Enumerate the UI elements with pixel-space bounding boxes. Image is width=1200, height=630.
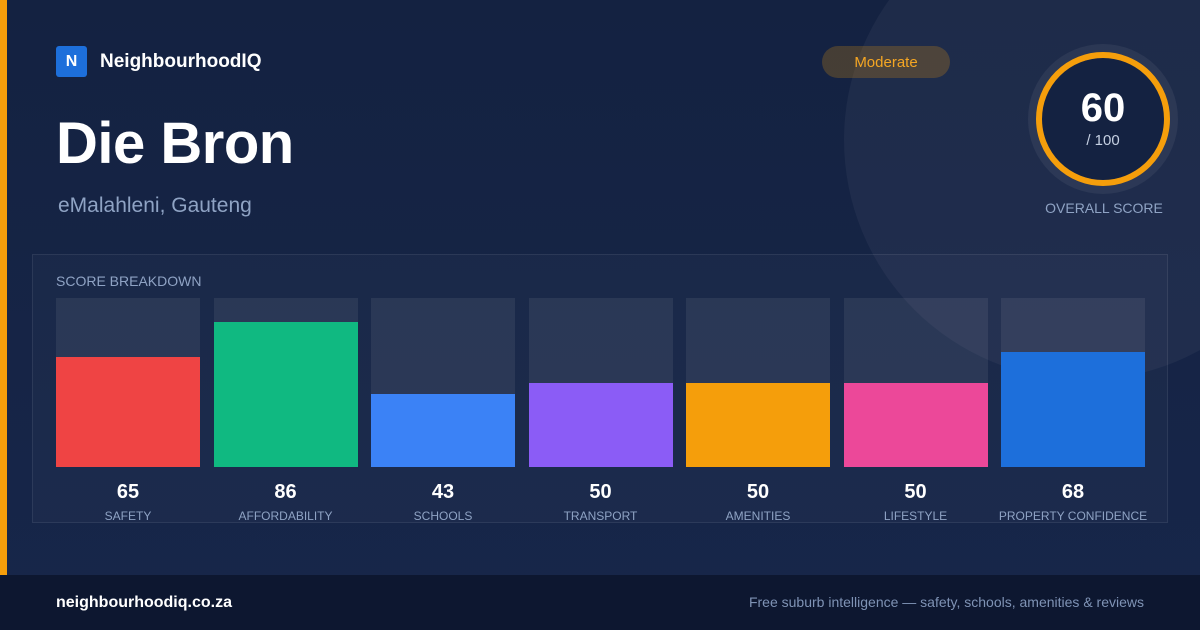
score-ring-arc <box>1036 52 1170 186</box>
bar-fill <box>843 382 988 467</box>
bar-category-label: AMENITIES <box>725 509 791 523</box>
brand-logo-icon: N <box>56 46 87 77</box>
bar-column-lifestyle: 50 LIFESTYLE <box>843 298 988 523</box>
bar-fill <box>1001 352 1145 467</box>
bar-category-label: LIFESTYLE <box>883 509 948 523</box>
bar-track <box>213 298 358 467</box>
bar-fill <box>56 357 200 467</box>
bar-category-label: TRANSPORT <box>563 509 638 523</box>
bar-column-affordability: 86 AFFORDABILITY <box>213 298 358 523</box>
bar-value-label: 50 <box>746 481 770 503</box>
bar-track <box>843 298 988 467</box>
score-breakdown-panel: SCORE BREAKDOWN 65 SAFETY 86 AFFORDABILITY 4… <box>32 254 1168 523</box>
bar-value-label: 65 <box>116 481 140 503</box>
bar-category-label: SAFETY <box>104 509 152 523</box>
bar-track <box>371 298 515 467</box>
bar-fill <box>686 382 830 467</box>
overall-score-label: OVERALL SCORE <box>1045 200 1163 216</box>
bar-column-transport: 50 TRANSPORT <box>528 298 673 523</box>
bar-value-label: 68 <box>1061 481 1085 503</box>
accent-stripe <box>0 0 7 575</box>
bar-category-label: AFFORDABILITY <box>238 509 333 523</box>
bar-column-schools: 43 SCHOOLS <box>371 298 515 523</box>
bar-track <box>686 298 830 467</box>
bar-column-property-confidence: 68 PROPERTY CONFIDENCE <box>999 298 1147 523</box>
bar-fill <box>528 382 673 467</box>
brand-name: NeighbourhoodIQ <box>100 50 262 72</box>
suburb-title: Die Bron <box>56 111 294 176</box>
bar-category-label: PROPERTY CONFIDENCE <box>998 509 1148 523</box>
overall-score-denominator: / 100 <box>1086 132 1120 149</box>
bar-column-amenities: 50 AMENITIES <box>686 298 830 523</box>
bar-category-label: SCHOOLS <box>413 509 473 523</box>
brand[interactable]: N NeighbourhoodIQ <box>56 46 261 77</box>
bar-value-label: 43 <box>431 481 455 503</box>
bar-track <box>56 298 200 467</box>
bar-column-safety: 65 SAFETY <box>56 298 200 523</box>
overall-score-value: 60 <box>1080 86 1126 130</box>
footer-tagline: Free suburb intelligence — safety, schoo… <box>748 594 1144 610</box>
footer-url[interactable]: neighbourhoodiq.co.za <box>56 594 232 611</box>
breakdown-title: SCORE BREAKDOWN <box>56 273 202 289</box>
rating-badge: Moderate <box>822 46 950 78</box>
suburb-location: eMalahleni, Gauteng <box>58 194 252 217</box>
bar-fill <box>371 394 515 467</box>
bar-value-label: 86 <box>274 481 297 503</box>
score-ring-graphic <box>1036 52 1170 186</box>
bar-value-label: 50 <box>589 481 612 503</box>
bar-track <box>528 298 673 467</box>
bar-track <box>1001 298 1145 467</box>
overall-score-ring: 60 / 100 <box>1028 44 1178 194</box>
bar-value-label: 50 <box>904 481 927 503</box>
bar-fill <box>213 321 358 467</box>
footer: neighbourhoodiq.co.za Free suburb intell… <box>0 575 1200 630</box>
